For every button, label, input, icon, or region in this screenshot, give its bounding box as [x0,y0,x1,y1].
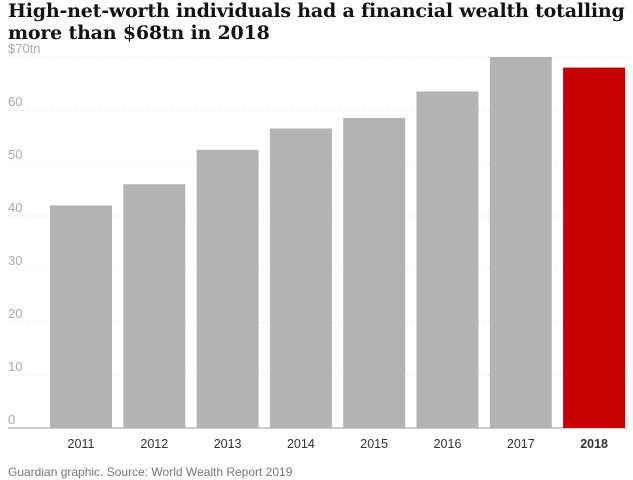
y-tick-label: 30 [8,253,22,268]
y-tick-label: 0 [8,412,15,427]
bar-2018 [563,67,626,428]
y-tick-label: 50 [8,147,22,162]
x-category-label: 2012 [140,437,168,451]
x-category-label: 2011 [68,437,95,451]
bar-2012 [123,184,186,428]
bar-2015 [343,117,406,428]
y-tick-label: 40 [8,200,22,215]
bar-2016 [416,91,479,428]
y-tick-labels: 0 10 20 30 40 50 60 $70tn [8,41,41,427]
x-category-label: 2015 [360,437,388,451]
x-category-label: 2016 [434,437,462,451]
chart-title: High-net-worth individuals had a financi… [8,0,625,44]
y-tick-label: 60 [8,94,22,109]
bar-2011 [50,205,112,428]
x-category-label: 2014 [287,437,315,451]
bar-2014 [269,128,332,429]
bar-2017 [489,57,552,428]
x-category-label: 2017 [507,437,535,451]
y-tick-label: $70tn [8,41,41,56]
x-category-labels: 2011 2012 2013 2014 2015 2016 2017 2018 [68,437,608,451]
x-category-label: 2018 [580,437,608,451]
bars [50,57,626,429]
y-tick-label: 20 [8,306,22,321]
x-category-label: 2013 [214,437,242,451]
source-note: Guardian graphic. Source: World Wealth R… [8,465,293,479]
bar-2013 [196,149,259,428]
y-tick-label: 10 [8,359,22,374]
